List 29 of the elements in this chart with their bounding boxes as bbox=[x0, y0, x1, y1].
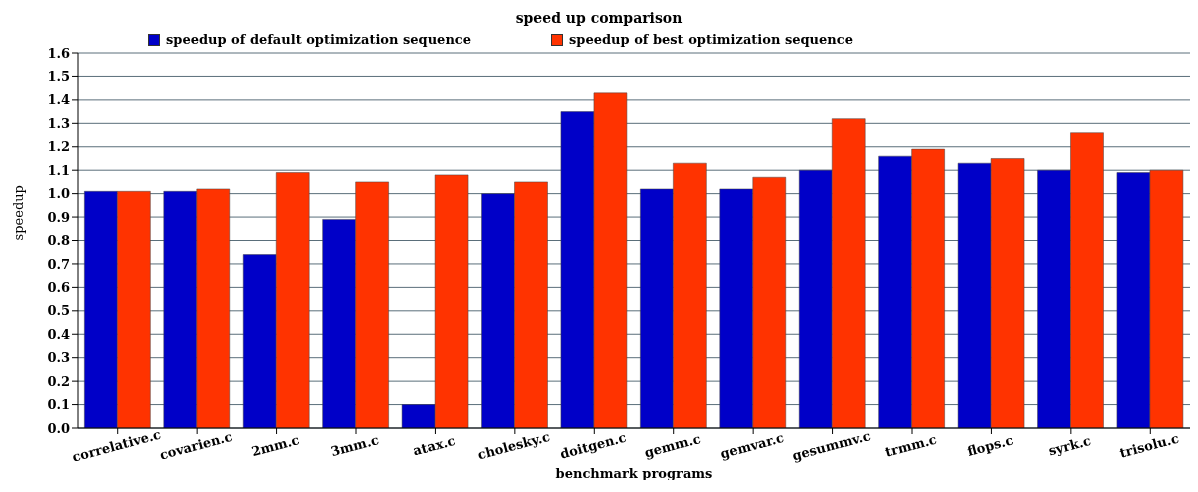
y-tick-label: 1.5 bbox=[47, 69, 70, 85]
x-tick-label: flops.c bbox=[965, 432, 1015, 459]
x-tick-label: trisolu.c bbox=[1117, 430, 1181, 461]
legend-label: speedup of default optimization sequence bbox=[165, 32, 472, 47]
legend-label: speedup of best optimization sequence bbox=[568, 32, 853, 47]
y-tick-label: 0.3 bbox=[47, 350, 70, 366]
y-tick-label: 0.8 bbox=[47, 233, 70, 249]
y-tick-label: 1.0 bbox=[47, 186, 70, 202]
y-tick-label: 1.3 bbox=[47, 115, 70, 131]
x-tick-label: syrk.c bbox=[1046, 432, 1093, 459]
y-tick-label: 0.7 bbox=[47, 256, 70, 272]
y-tick-label: 1.4 bbox=[47, 92, 70, 108]
x-tick-label: 2mm.c bbox=[249, 432, 302, 460]
x-tick-label: trmm.c bbox=[883, 431, 939, 460]
y-tick-label: 0.0 bbox=[47, 420, 70, 436]
y-tick-label: 1.2 bbox=[47, 139, 70, 155]
y-tick-label: 0.1 bbox=[47, 397, 70, 413]
x-tick-label: 3mm.c bbox=[329, 432, 381, 460]
x-tick-label: atax.c bbox=[411, 432, 458, 459]
y-tick-label: 1.6 bbox=[47, 45, 70, 61]
y-tick-label: 1.1 bbox=[47, 162, 70, 178]
x-axis-title: benchmark programs bbox=[555, 466, 713, 481]
y-tick-label: 0.9 bbox=[47, 209, 70, 225]
y-tick-label: 0.4 bbox=[47, 326, 70, 342]
y-tick-label: 0.6 bbox=[47, 279, 70, 295]
y-tick-label: 0.5 bbox=[47, 303, 70, 319]
chart-title: speed up comparison bbox=[514, 9, 684, 28]
y-tick-label: 0.2 bbox=[47, 373, 70, 389]
y-axis-title: speedup bbox=[10, 185, 26, 241]
